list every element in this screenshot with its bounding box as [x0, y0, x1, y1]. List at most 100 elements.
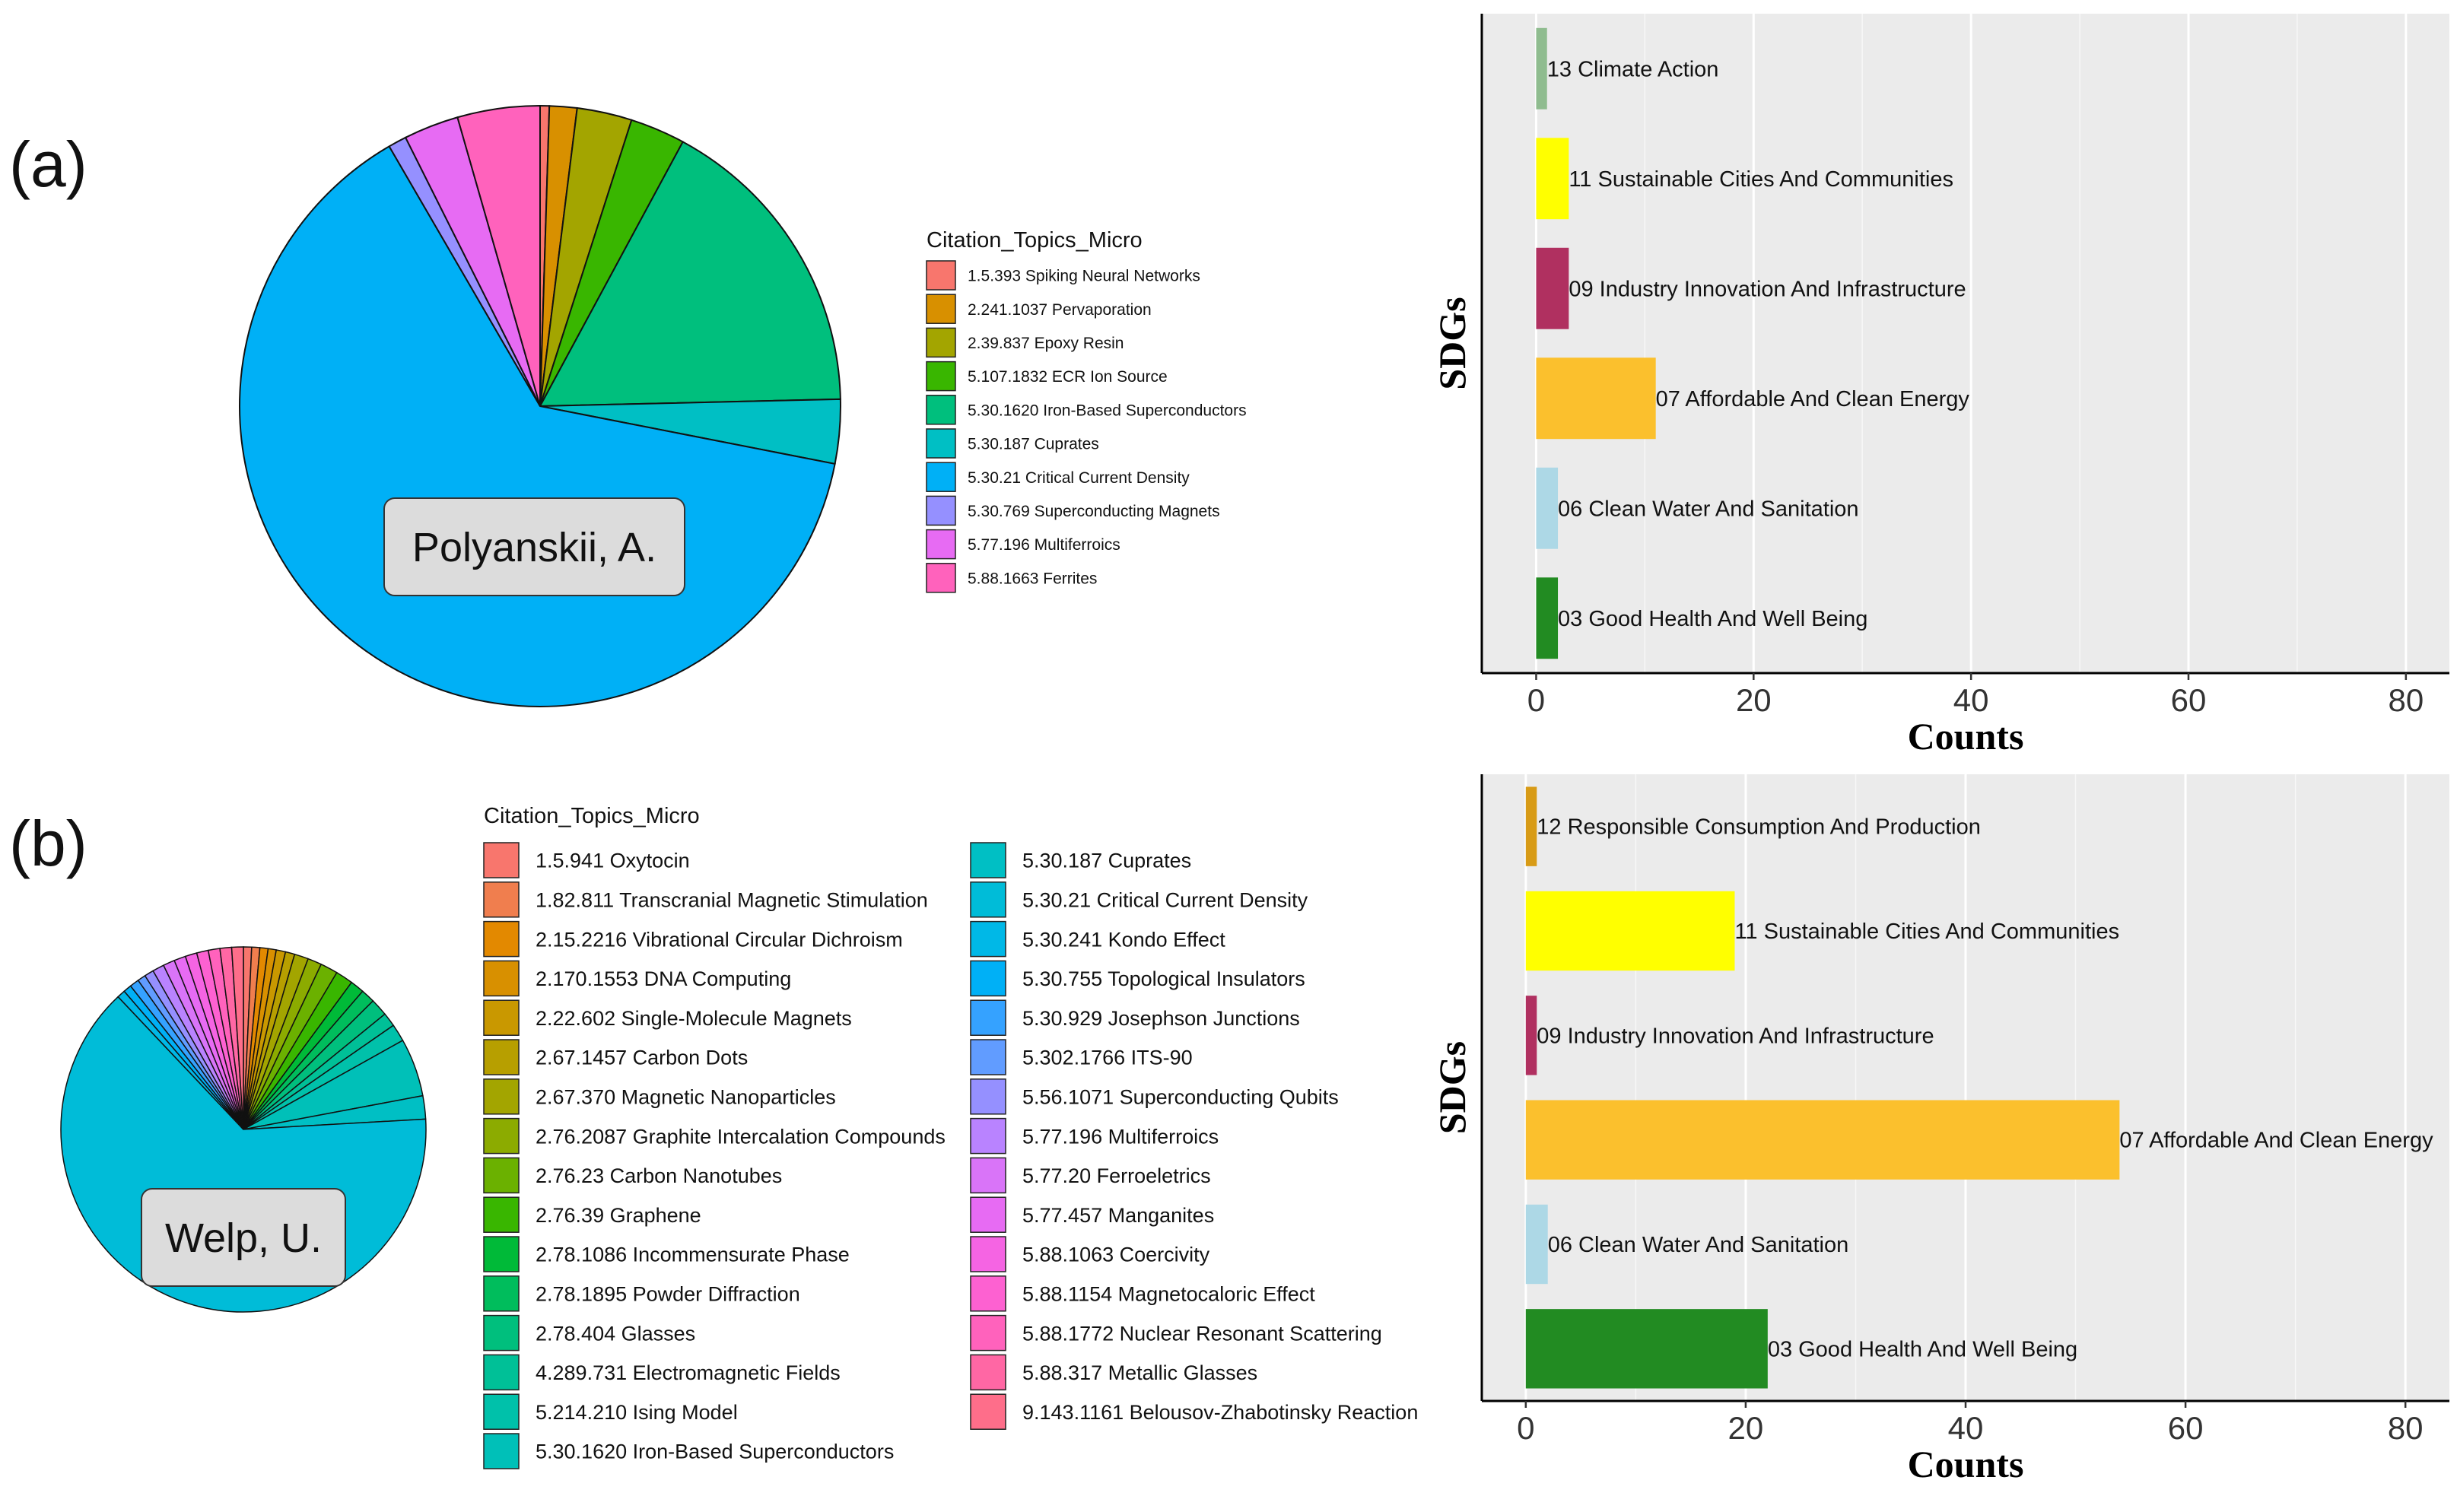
x-tick-label: 60 — [2171, 682, 2207, 718]
x-tick-label: 20 — [1736, 682, 1772, 718]
x-tick-label: 80 — [2388, 682, 2424, 718]
legend-swatch — [970, 1196, 1006, 1233]
legend-label: 2.67.370 Magnetic Nanoparticles — [536, 1086, 836, 1109]
pie-name-box — [383, 497, 685, 596]
legend-label: 1.5.941 Oxytocin — [536, 850, 690, 872]
legend-label: 5.77.20 Ferroeletrics — [1022, 1164, 1211, 1187]
y-axis-title: SDGs — [1431, 297, 1473, 389]
legend-label: 2.67.1457 Carbon Dots — [536, 1047, 748, 1069]
legend-label: 2.15.2216 Vibrational Circular Dichroism — [536, 928, 903, 951]
legend-label: 2.22.602 Single-Molecule Magnets — [536, 1007, 852, 1030]
bar-label: 03 Good Health And Well Being — [1558, 607, 1867, 631]
legend-swatch — [970, 1354, 1006, 1391]
x-tick-label: 80 — [2388, 1410, 2424, 1446]
pie-name-box — [141, 1188, 346, 1287]
bar — [1525, 1204, 1548, 1285]
legend-swatch — [483, 1393, 520, 1430]
legend-swatch — [970, 1314, 1006, 1352]
legend-swatch — [926, 395, 956, 425]
legend-swatch — [483, 1275, 520, 1312]
legend-label: 5.30.187 Cuprates — [968, 436, 1099, 453]
legend-label: 5.88.1772 Nuclear Resonant Scattering — [1022, 1322, 1382, 1345]
legend-label: 2.78.404 Glasses — [536, 1322, 695, 1345]
x-tick-label: 0 — [1517, 1410, 1534, 1446]
pie-name: Polyanskii, A. — [412, 525, 656, 570]
bar — [1525, 891, 1735, 971]
legend-label: 5.77.196 Multiferroics — [968, 536, 1120, 554]
legend-label: 2.76.23 Carbon Nanotubes — [536, 1164, 782, 1187]
bar-label: 07 Affordable And Clean Energy — [2119, 1129, 2433, 1153]
bar-label: 06 Clean Water And Sanitation — [1548, 1233, 1849, 1257]
legend-swatch — [970, 1117, 1006, 1155]
legend-swatch — [926, 462, 956, 492]
legend-swatch — [970, 842, 1006, 878]
bar — [1525, 1100, 2120, 1180]
legend-label: 2.39.837 Epoxy Resin — [968, 335, 1124, 352]
bar-label: 11 Sustainable Cities And Communities — [1734, 920, 2119, 944]
bar — [1525, 786, 1537, 866]
legend-swatch — [970, 1236, 1006, 1272]
legend-swatch — [483, 920, 520, 958]
x-tick-label: 40 — [1948, 1410, 1984, 1446]
legend-label: 4.289.731 Electromagnetic Fields — [536, 1361, 841, 1384]
legend-swatch — [483, 842, 520, 878]
legend-label: 5.88.317 Metallic Glasses — [1022, 1361, 1257, 1384]
bar-label: 13 Climate Action — [1547, 57, 1719, 81]
legend-swatch — [926, 495, 956, 526]
bar — [1525, 1309, 1768, 1389]
plot-panel — [1482, 14, 2449, 673]
legend-swatch — [483, 1039, 520, 1075]
x-axis-title: Counts — [1908, 715, 2024, 758]
legend-label: 2.241.1037 Pervaporation — [968, 301, 1152, 319]
legend-a: Citation_Topics_Micro 1.5.393 Spiking Neu… — [926, 228, 1247, 593]
legend-label: 5.107.1832 ECR Ion Source — [968, 368, 1168, 386]
x-tick-label: 20 — [1728, 1410, 1764, 1446]
legend-swatch — [926, 428, 956, 459]
legend-label: 2.78.1086 Incommensurate Phase — [536, 1244, 850, 1266]
legend-label: 5.77.457 Manganites — [1022, 1204, 1214, 1227]
legend-swatch — [970, 881, 1006, 918]
legend-label: 5.88.1063 Coercivity — [1022, 1244, 1210, 1266]
x-tick-label: 0 — [1527, 682, 1545, 718]
bar-chart-a: 13 Climate Action 11 Sustainable Cities A… — [1431, 14, 2449, 758]
pie-chart-a: Polyanskii, A. — [239, 104, 841, 707]
legend-swatch — [483, 881, 520, 918]
legend-label: 5.30.21 Critical Current Density — [968, 469, 1190, 487]
legend-swatch — [483, 1157, 520, 1194]
legend-label: 5.30.1620 Iron-Based Superconductors — [968, 402, 1247, 419]
legend-label: 5.30.769 Superconducting Magnets — [968, 503, 1220, 520]
legend-swatch — [970, 999, 1006, 1036]
legend-swatch — [483, 1433, 520, 1469]
bar-label: 06 Clean Water And Sanitation — [1558, 497, 1859, 521]
pie-slice — [456, 104, 541, 407]
bar — [1536, 467, 1559, 549]
legend-b: Citation_Topics_Micro 1.5.941 Oxytocin 1.8… — [483, 804, 1418, 1469]
bar-chart-b: 12 Responsible Consumption And Productio… — [1431, 774, 2449, 1485]
panel-a-label: (a) — [9, 129, 87, 200]
legend-swatch — [970, 1039, 1006, 1075]
legend-swatch — [926, 361, 956, 392]
legend-label: 5.88.1154 Magnetocaloric Effect — [1022, 1283, 1315, 1306]
legend-title: Citation_Topics_Micro — [484, 804, 700, 828]
legend-swatch — [483, 1354, 520, 1391]
bar — [1536, 247, 1569, 329]
legend-label: 5.88.1663 Ferrites — [968, 570, 1097, 587]
legend-swatch — [483, 1314, 520, 1352]
x-tick-label: 40 — [1953, 682, 1989, 718]
legend-label: 5.30.241 Kondo Effect — [1022, 928, 1225, 951]
bar-label: 07 Affordable And Clean Energy — [1656, 387, 1970, 411]
legend-label: 5.30.929 Josephson Junctions — [1022, 1007, 1300, 1030]
legend-swatch — [483, 960, 520, 997]
legend-label: 5.30.21 Critical Current Density — [1022, 889, 1308, 912]
legend-label: 9.143.1161 Belousov-Zhabotinsky Reaction — [1022, 1401, 1418, 1424]
bar — [1536, 357, 1656, 440]
legend-label: 5.30.1620 Iron-Based Superconductors — [536, 1441, 894, 1463]
legend-swatch — [970, 960, 1006, 997]
bar-label: 09 Industry Innovation And Infrastructur… — [1537, 1024, 1934, 1048]
legend-title: Citation_Topics_Micro — [927, 228, 1143, 253]
y-axis-title: SDGs — [1431, 1041, 1473, 1134]
legend-label: 5.30.755 Topological Insulators — [1022, 967, 1305, 990]
legend-swatch — [970, 1275, 1006, 1312]
legend-label: 2.78.1895 Powder Diffraction — [536, 1283, 800, 1306]
bar-label: 09 Industry Innovation And Infrastructur… — [1569, 277, 1966, 301]
